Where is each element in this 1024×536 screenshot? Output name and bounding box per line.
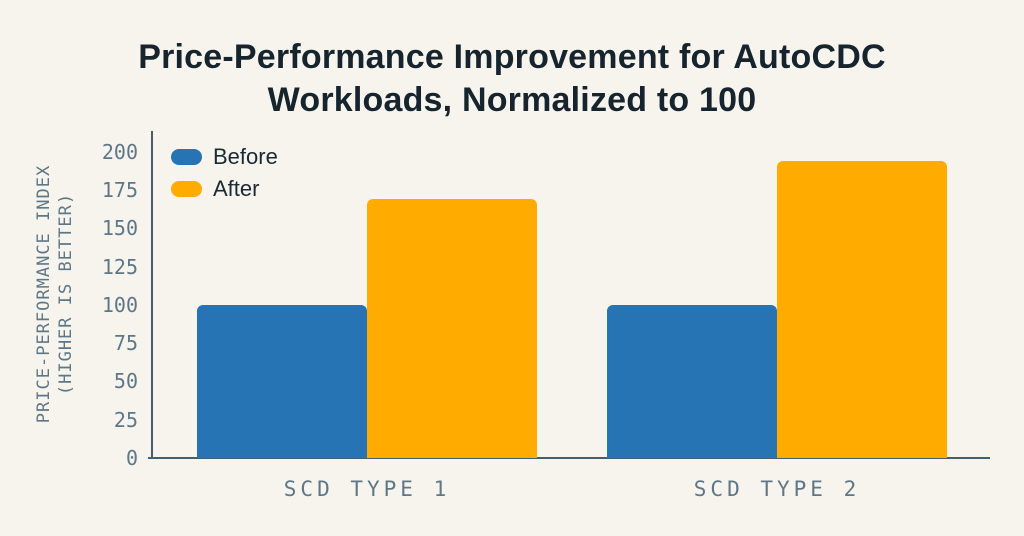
y-axis-title-line-2: (HIGHER IS BETTER) bbox=[56, 192, 76, 396]
y-tick-100: 100 bbox=[101, 293, 138, 317]
chart-title-line-1: Price-Performance Improvement for AutoCD… bbox=[138, 38, 886, 76]
y-tick-150: 150 bbox=[101, 216, 138, 240]
y-tick-75: 75 bbox=[113, 331, 138, 355]
bar-scd-type-2-before bbox=[607, 305, 777, 458]
y-tick-50: 50 bbox=[113, 369, 138, 393]
legend-item-before: Before bbox=[171, 144, 278, 169]
bar-scd-type-1-before bbox=[197, 305, 367, 458]
legend-swatch-after bbox=[171, 181, 202, 197]
bar-scd-type-2-after bbox=[777, 161, 947, 458]
legend-label-before: Before bbox=[213, 144, 278, 169]
x-label-scd-type-1: SCD TYPE 1 bbox=[283, 477, 451, 501]
legend: Before After bbox=[171, 144, 278, 209]
y-tick-25: 25 bbox=[113, 408, 138, 432]
legend-swatch-before bbox=[171, 149, 202, 165]
chart-title: Price-Performance Improvement for AutoCD… bbox=[0, 36, 1024, 122]
x-axis-line bbox=[148, 457, 990, 459]
y-axis-line bbox=[151, 131, 153, 459]
y-tick-175: 175 bbox=[101, 178, 138, 202]
y-axis-title-line-1: PRICE-PERFORMANCE INDEX bbox=[34, 164, 54, 424]
legend-item-after: After bbox=[171, 176, 278, 201]
legend-label-after: After bbox=[213, 176, 260, 201]
x-label-scd-type-2: SCD TYPE 2 bbox=[693, 477, 861, 501]
chart-title-line-2: Workloads, Normalized to 100 bbox=[267, 81, 757, 119]
y-tick-0: 0 bbox=[125, 446, 138, 470]
bar-scd-type-1-after bbox=[367, 199, 537, 458]
y-tick-200: 200 bbox=[101, 140, 138, 164]
y-tick-125: 125 bbox=[101, 255, 138, 279]
